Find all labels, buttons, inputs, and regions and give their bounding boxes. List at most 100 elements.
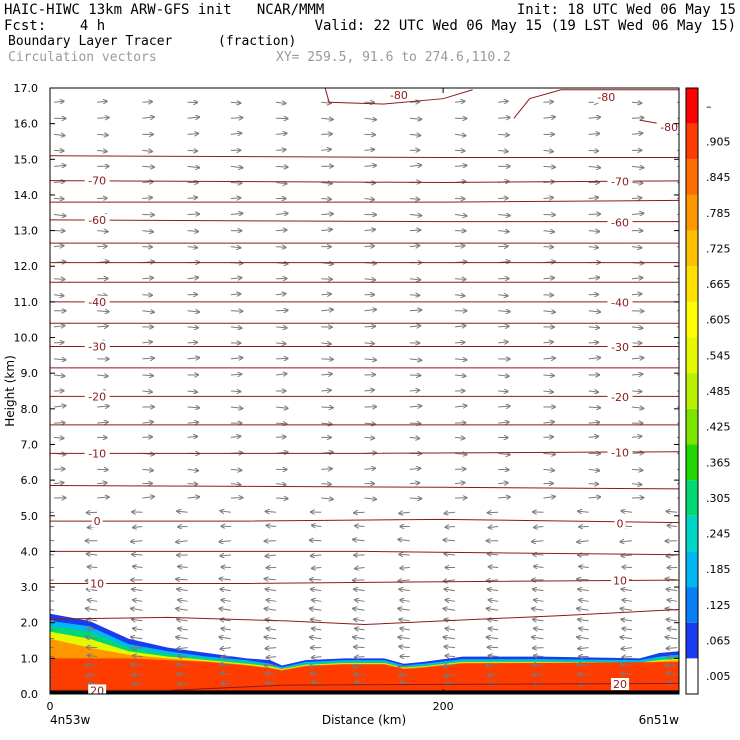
vector-arrow bbox=[220, 511, 231, 512]
vector-arrow bbox=[230, 278, 242, 279]
vector-arrow bbox=[50, 589, 55, 592]
isotherm-6 bbox=[50, 451, 679, 454]
vector-arrow bbox=[498, 375, 509, 376]
isotherm-label-bg bbox=[607, 296, 633, 309]
isotherm-label-bg bbox=[607, 216, 633, 229]
vector-arrow bbox=[50, 628, 55, 631]
vector-arrow bbox=[588, 117, 601, 118]
vector-arrow bbox=[321, 229, 332, 230]
colorbar-swatch bbox=[686, 266, 698, 302]
vector-arrow bbox=[131, 619, 143, 621]
vector-arrow bbox=[220, 589, 231, 591]
vector-arrow bbox=[364, 118, 377, 119]
vector-arrow bbox=[53, 326, 65, 327]
vector-arrow bbox=[219, 664, 231, 665]
vector-arrow bbox=[276, 358, 288, 359]
vector-arrow bbox=[87, 683, 98, 684]
isotherm-label-bg bbox=[593, 90, 619, 103]
isotherm-label-bg bbox=[611, 678, 630, 691]
colorbar-label: .065 bbox=[706, 635, 731, 648]
vector-arrow bbox=[187, 231, 199, 232]
vector-arrow bbox=[187, 469, 199, 470]
vector-arrow bbox=[230, 182, 242, 183]
vector-arrow bbox=[321, 469, 332, 470]
vector-arrow bbox=[666, 673, 678, 674]
vector-arrow bbox=[142, 391, 152, 392]
vector-arrow bbox=[97, 311, 109, 312]
vector-arrow bbox=[588, 342, 599, 343]
vector-arrow bbox=[86, 554, 98, 555]
vector-arrow bbox=[667, 628, 678, 630]
colorbar-label: .365 bbox=[706, 456, 731, 469]
vector-arrow bbox=[53, 150, 64, 151]
colorbar-label: .305 bbox=[706, 492, 731, 505]
vector-arrow bbox=[97, 326, 108, 327]
vector-arrow bbox=[532, 674, 544, 675]
vector-arrow bbox=[409, 406, 422, 407]
vector-arrow bbox=[310, 589, 322, 591]
vector-arrow bbox=[531, 637, 544, 639]
field-units: (fraction) bbox=[218, 34, 297, 49]
vector-arrow bbox=[187, 436, 198, 437]
colorbar-label: .425 bbox=[706, 421, 731, 434]
vector-arrow bbox=[311, 525, 322, 526]
vector-arrow bbox=[53, 215, 66, 216]
vector-arrow bbox=[321, 199, 331, 200]
vector-arrow bbox=[132, 656, 143, 657]
vector-arrow bbox=[187, 277, 199, 278]
vector-arrow bbox=[454, 150, 465, 151]
vector-arrow bbox=[454, 469, 466, 470]
vector-arrow bbox=[353, 665, 365, 666]
isotherm-19 bbox=[50, 155, 679, 159]
vector-arrow bbox=[399, 554, 410, 555]
vector-arrow bbox=[498, 150, 508, 151]
run-title: HAIC-HIWC 13km ARW-GFS init NCAR/MMM bbox=[4, 2, 325, 18]
vector-arrow bbox=[364, 165, 377, 166]
vector-arrow bbox=[87, 655, 98, 656]
vector-arrow bbox=[409, 102, 420, 103]
vector-arrow bbox=[264, 608, 277, 610]
vector-arrow bbox=[498, 453, 510, 454]
vector-arrow bbox=[230, 469, 242, 470]
vector-arrow bbox=[454, 101, 465, 102]
vector-arrow bbox=[354, 619, 365, 621]
vector-arrow bbox=[221, 567, 231, 568]
isotherm-label-bg bbox=[84, 390, 110, 403]
isotherm-label-bg bbox=[88, 684, 107, 697]
vector-arrow bbox=[631, 102, 642, 103]
vector-arrow bbox=[276, 327, 287, 328]
vector-arrow bbox=[85, 608, 98, 610]
vector-arrow bbox=[498, 483, 508, 484]
vector-arrow bbox=[176, 608, 188, 610]
vector-arrow bbox=[50, 609, 55, 611]
y-tick-label: 7.0 bbox=[21, 438, 39, 451]
vector-arrow bbox=[498, 497, 510, 498]
vector-arrow bbox=[631, 118, 644, 119]
vector-arrow bbox=[132, 600, 143, 602]
vector-arrow bbox=[620, 637, 632, 639]
vector-arrow bbox=[230, 391, 241, 392]
vector-arrow bbox=[53, 165, 66, 166]
vector-arrow bbox=[354, 512, 365, 513]
colorbar-label: .785 bbox=[706, 207, 731, 220]
y-tick-label: 17.0 bbox=[14, 82, 39, 95]
vector-arrow bbox=[97, 375, 108, 376]
vector-arrow bbox=[86, 512, 98, 513]
y-axis-title: Height (km) bbox=[3, 355, 17, 426]
isotherm-label-bg bbox=[88, 577, 107, 590]
vector-arrow bbox=[219, 637, 231, 639]
vector-arrow bbox=[178, 628, 188, 630]
vector-arrow bbox=[97, 406, 109, 407]
vector-arrow bbox=[53, 134, 65, 135]
isotherm-label: -10 bbox=[611, 446, 629, 459]
vector-arrow bbox=[631, 407, 644, 408]
vector-arrow bbox=[311, 567, 322, 568]
colorbar-label: .665 bbox=[706, 278, 731, 291]
vector-arrow bbox=[543, 422, 554, 423]
isotherm-label: -40 bbox=[611, 297, 629, 310]
isotherm-label-bg bbox=[607, 446, 633, 459]
isotherm-5 bbox=[50, 484, 679, 490]
vector-arrow bbox=[364, 309, 377, 310]
isotherm-label: -80 bbox=[660, 121, 678, 134]
